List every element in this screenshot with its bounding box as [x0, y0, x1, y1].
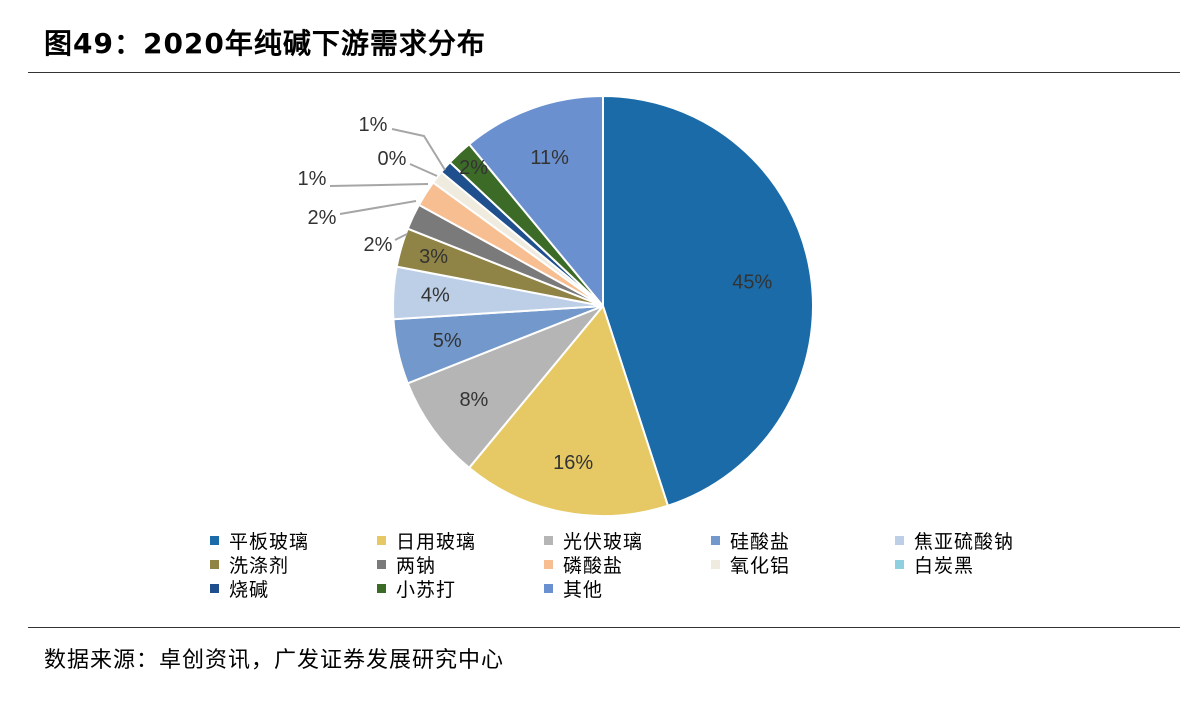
legend-item: 焦亚硫酸钠 [895, 528, 1090, 553]
title-divider [28, 72, 1180, 73]
legend-swatch [895, 535, 904, 545]
slice-label: 1% [359, 114, 388, 136]
legend-label: 硅酸盐 [730, 530, 791, 553]
pie-slice [467, 303, 670, 517]
legend-item: 硅酸盐 [711, 528, 895, 553]
legend-label: 日用玻璃 [396, 530, 477, 553]
legend-swatch [711, 559, 720, 569]
legend-swatch [711, 535, 720, 545]
slice-label: 5% [433, 330, 462, 352]
legend-label: 白炭黑 [914, 554, 975, 577]
slice-label: 8% [459, 389, 488, 411]
pie-slice [467, 94, 604, 309]
leader-line [329, 183, 429, 187]
slice-label: 16% [553, 452, 593, 474]
slice-label: 1% [298, 168, 327, 190]
legend-label: 洗涤剂 [229, 554, 290, 577]
legend-item: 小苏打 [377, 576, 544, 601]
legend-item: 烧碱 [210, 576, 377, 601]
legend-item: 光伏玻璃 [544, 528, 711, 553]
slice-label: 2% [364, 234, 393, 256]
legend-label: 焦亚硫酸钠 [914, 530, 1015, 553]
legend-item: 日用玻璃 [377, 528, 544, 553]
slice-label: 4% [421, 285, 450, 307]
legend-label: 光伏玻璃 [563, 530, 644, 553]
slice-label: 11% [530, 147, 569, 169]
pie-slice [406, 305, 604, 470]
legend-swatch [544, 583, 553, 593]
legend-label: 烧碱 [229, 578, 270, 601]
slice-label: 2% [308, 207, 337, 229]
leader-line [409, 163, 438, 177]
legend-label: 平板玻璃 [229, 530, 310, 553]
leader-line [391, 128, 446, 171]
legend-label: 其他 [563, 578, 604, 601]
chart-title: 图49：2020年纯碱下游需求分布 [44, 27, 486, 60]
legend-item: 磷酸盐 [544, 552, 711, 577]
source-divider [28, 627, 1180, 628]
slice-label: 45% [732, 271, 772, 293]
legend-swatch [377, 559, 386, 569]
legend-item: 其他 [544, 576, 711, 601]
legend-swatch [544, 559, 553, 569]
slice-label: 0% [378, 148, 407, 170]
legend-label: 小苏打 [396, 578, 457, 601]
slice-label: 2% [459, 157, 488, 179]
legend-swatch [377, 583, 386, 593]
chart-legend: 平板玻璃 日用玻璃 光伏玻璃 硅酸盐 焦亚硫酸钠洗涤剂 两钠 磷酸盐 氧化铝 白炭黑烧碱 小苏打 其… [210, 528, 1090, 601]
legend-item: 洗涤剂 [210, 552, 377, 577]
source-note: 数据来源：卓创资讯，广发证券发展研究中心 [44, 648, 505, 673]
legend-label: 氧化铝 [730, 554, 791, 577]
pie-slice [602, 94, 814, 507]
legend-swatch [210, 583, 219, 593]
pie-chart: 45% 16% 8% 5% 4% 3% 2% 2% 1% 0% 1% 2% 11% [298, 94, 814, 517]
leader-line [339, 200, 417, 215]
legend-swatch [210, 559, 219, 569]
legend-item: 两钠 [377, 552, 544, 577]
legend-swatch [895, 559, 904, 569]
slice-label: 3% [419, 246, 448, 268]
legend-swatch [210, 535, 219, 545]
legend-item: 平板玻璃 [210, 528, 377, 553]
legend-swatch [377, 535, 386, 545]
legend-swatch [544, 535, 553, 545]
legend-item: 氧化铝 [711, 552, 895, 577]
legend-item: 白炭黑 [895, 552, 1090, 577]
legend-label: 两钠 [396, 554, 437, 577]
leader-line [394, 233, 408, 241]
legend-label: 磷酸盐 [563, 554, 624, 577]
